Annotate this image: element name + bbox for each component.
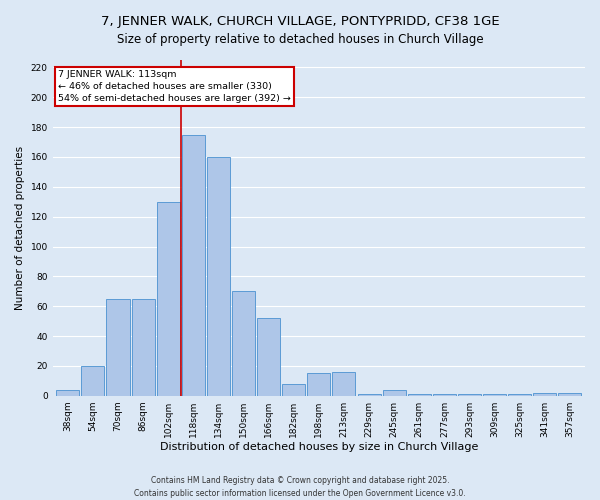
Text: Contains HM Land Registry data © Crown copyright and database right 2025.
Contai: Contains HM Land Registry data © Crown c… bbox=[134, 476, 466, 498]
Bar bbox=[533, 392, 556, 396]
Bar bbox=[408, 394, 431, 396]
Bar bbox=[182, 134, 205, 396]
Text: 7, JENNER WALK, CHURCH VILLAGE, PONTYPRIDD, CF38 1GE: 7, JENNER WALK, CHURCH VILLAGE, PONTYPRI… bbox=[101, 15, 499, 28]
Bar bbox=[358, 394, 380, 396]
Bar bbox=[282, 384, 305, 396]
Text: 7 JENNER WALK: 113sqm
← 46% of detached houses are smaller (330)
54% of semi-det: 7 JENNER WALK: 113sqm ← 46% of detached … bbox=[58, 70, 291, 102]
Bar bbox=[232, 292, 255, 396]
X-axis label: Distribution of detached houses by size in Church Village: Distribution of detached houses by size … bbox=[160, 442, 478, 452]
Bar bbox=[332, 372, 355, 396]
Bar bbox=[307, 374, 331, 396]
Bar bbox=[106, 298, 130, 396]
Bar bbox=[383, 390, 406, 396]
Bar bbox=[157, 202, 180, 396]
Bar bbox=[483, 394, 506, 396]
Bar bbox=[81, 366, 104, 396]
Bar bbox=[257, 318, 280, 396]
Bar bbox=[433, 394, 456, 396]
Y-axis label: Number of detached properties: Number of detached properties bbox=[15, 146, 25, 310]
Bar bbox=[458, 394, 481, 396]
Bar bbox=[56, 390, 79, 396]
Bar bbox=[131, 298, 155, 396]
Text: Size of property relative to detached houses in Church Village: Size of property relative to detached ho… bbox=[116, 32, 484, 46]
Bar bbox=[207, 157, 230, 396]
Bar bbox=[508, 394, 531, 396]
Bar bbox=[559, 392, 581, 396]
